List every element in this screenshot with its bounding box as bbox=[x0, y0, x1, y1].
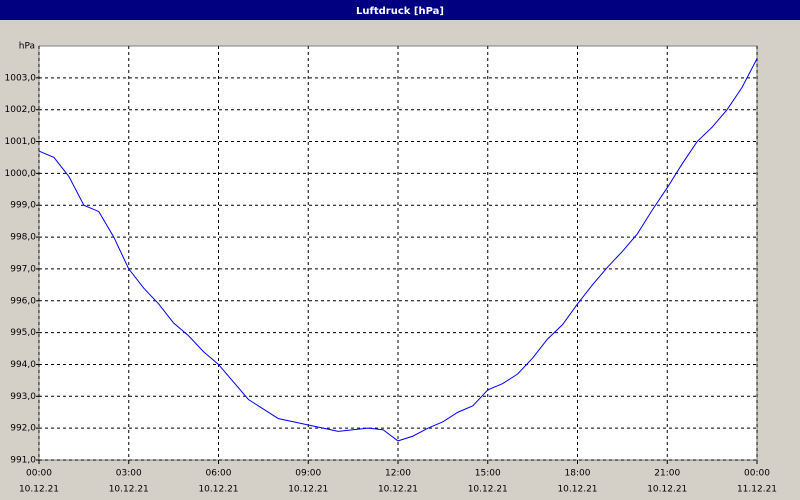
x-tick-date: 10.12.21 bbox=[647, 485, 687, 495]
x-tick-date: 10.12.21 bbox=[288, 485, 328, 495]
y-tick-label: 991,0 bbox=[10, 456, 36, 466]
y-tick-label: 998,0 bbox=[10, 233, 36, 243]
x-tick-date: 10.12.21 bbox=[378, 485, 418, 495]
y-tick-label: 992,0 bbox=[10, 424, 36, 434]
y-tick-label: 995,0 bbox=[10, 328, 36, 338]
y-tick-label: 1001,0 bbox=[5, 137, 37, 147]
x-tick-label: 03:00 bbox=[116, 469, 142, 479]
y-tick-label: 997,0 bbox=[10, 264, 36, 274]
y-tick-label: 1002,0 bbox=[5, 105, 37, 115]
x-tick-label: 15:00 bbox=[475, 469, 501, 479]
y-tick-label: 996,0 bbox=[10, 296, 36, 306]
x-tick-label: 00:00 bbox=[26, 469, 52, 479]
y-tick-label: 1000,0 bbox=[5, 169, 37, 179]
y-tick-label: 994,0 bbox=[10, 360, 36, 370]
y-tick-label: 993,0 bbox=[10, 392, 36, 402]
chart-title: Luftdruck [hPa] bbox=[356, 6, 444, 17]
x-tick-label: 12:00 bbox=[385, 469, 411, 479]
x-tick-label: 18:00 bbox=[565, 469, 591, 479]
y-unit: hPa bbox=[19, 42, 35, 52]
x-tick-date: 10.12.21 bbox=[468, 485, 508, 495]
y-tick-label: 999,0 bbox=[10, 201, 36, 211]
x-tick-date: 10.12.21 bbox=[557, 485, 597, 495]
x-tick-label: 00:00 bbox=[744, 469, 770, 479]
x-tick-label: 06:00 bbox=[206, 469, 232, 479]
x-tick-date: 11.12.21 bbox=[737, 485, 777, 495]
x-tick-date: 10.12.21 bbox=[198, 485, 238, 495]
data-line bbox=[38, 58, 758, 442]
x-tick-label: 21:00 bbox=[654, 469, 680, 479]
title-bar bbox=[0, 0, 800, 20]
x-tick-label: 09:00 bbox=[295, 469, 321, 479]
y-tick-label: 1003,0 bbox=[5, 73, 37, 83]
x-tick-date: 10.12.21 bbox=[19, 485, 59, 495]
x-tick-date: 10.12.21 bbox=[109, 485, 149, 495]
